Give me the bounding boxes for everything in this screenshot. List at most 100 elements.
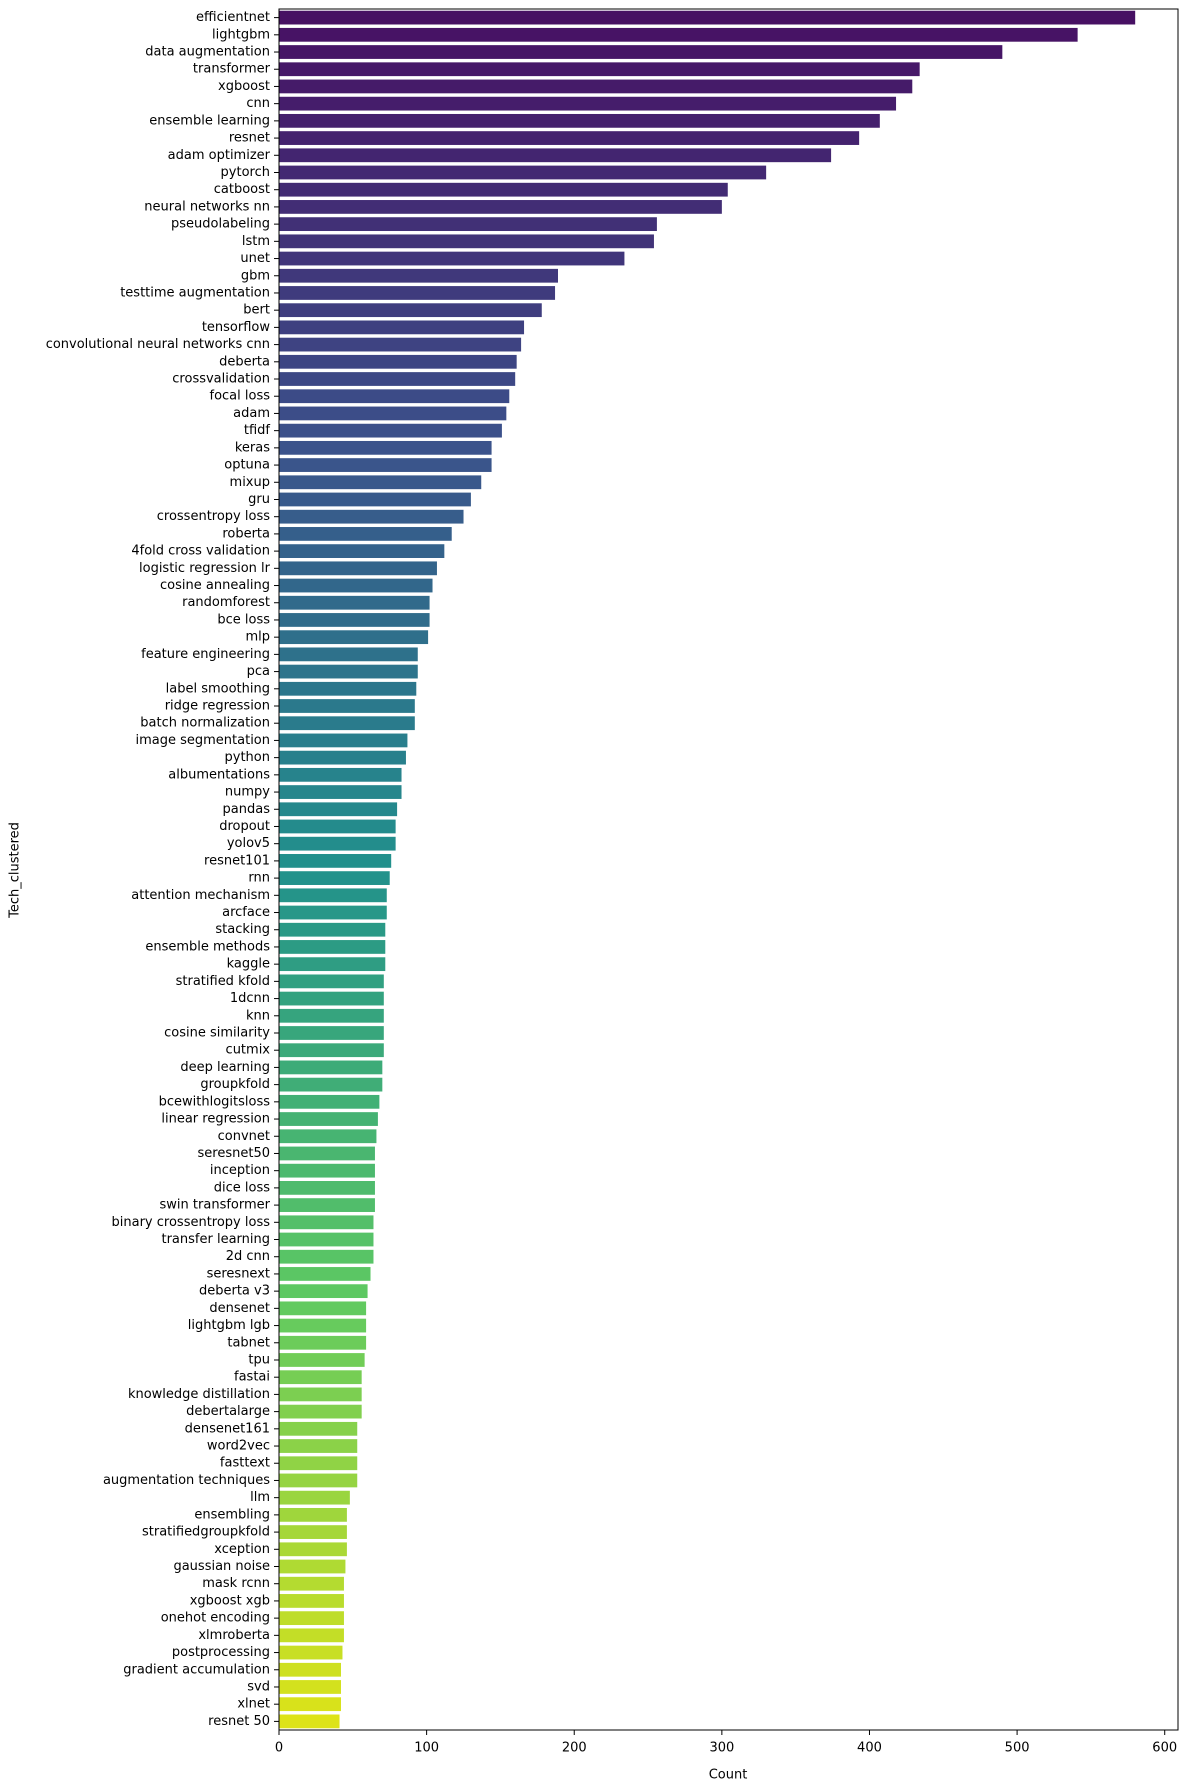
bar <box>279 561 437 576</box>
x-tick-label: 0 <box>275 1741 283 1756</box>
bar <box>279 337 522 352</box>
y-tick-label: albumentations <box>168 767 270 782</box>
y-tick-label: transformer <box>193 62 271 77</box>
bar <box>279 10 1136 25</box>
bar <box>279 957 386 972</box>
y-tick-label: ensemble methods <box>145 939 270 954</box>
y-tick-label: catboost <box>214 182 270 197</box>
bar <box>279 922 386 937</box>
bar <box>279 699 415 713</box>
y-tick-label: fastai <box>234 1370 270 1385</box>
bar <box>279 819 396 834</box>
bar <box>279 836 396 851</box>
bar <box>279 1525 347 1539</box>
bar <box>279 45 1003 59</box>
y-tick-label: swin transformer <box>160 1198 271 1213</box>
bar <box>279 1077 383 1092</box>
y-tick-label: cosine similarity <box>164 1025 270 1040</box>
bar <box>279 1215 374 1230</box>
y-tick-label: bert <box>243 303 270 318</box>
bar <box>279 286 556 300</box>
bar <box>279 1387 362 1402</box>
bar <box>279 1542 347 1557</box>
y-tick-label: label smoothing <box>166 681 270 696</box>
bar <box>279 1129 377 1144</box>
bar <box>279 1439 358 1453</box>
x-tick-label: 600 <box>1152 1741 1177 1756</box>
bar <box>279 182 728 197</box>
bar <box>279 1249 374 1264</box>
y-tick-label: dropout <box>219 819 270 834</box>
bar <box>279 716 415 731</box>
bar <box>279 1043 384 1058</box>
y-tick-label: augmentation techniques <box>103 1473 270 1488</box>
bar <box>279 148 832 163</box>
bar <box>279 1576 344 1591</box>
y-tick-label: svd <box>247 1679 270 1694</box>
y-tick-label: dice loss <box>214 1180 270 1195</box>
y-tick-label: randomforest <box>182 595 270 610</box>
bar <box>279 1284 368 1299</box>
y-tick-label: linear regression <box>161 1112 270 1127</box>
bar <box>279 113 880 128</box>
bar <box>279 268 558 283</box>
y-tick-label: knn <box>246 1008 270 1023</box>
bar <box>279 1301 367 1316</box>
y-tick-label: deep learning <box>180 1060 270 1075</box>
y-tick-label: tpu <box>248 1352 270 1367</box>
bar <box>279 1026 384 1040</box>
y-tick-label: 2d cnn <box>226 1249 270 1264</box>
y-tick-label: pseudolabeling <box>171 217 270 232</box>
bar <box>279 527 452 541</box>
bar <box>279 1267 371 1281</box>
x-axis-label: Count <box>709 1768 748 1783</box>
y-tick-label: convolutional neural networks cnn <box>46 337 270 352</box>
y-tick-label: pca <box>247 664 270 679</box>
y-tick-label: gbm <box>241 268 270 283</box>
y-tick-label: pandas <box>223 802 271 817</box>
y-tick-label: testtime augmentation <box>120 285 270 300</box>
y-tick-label: cnn <box>246 96 270 111</box>
bar <box>279 406 507 421</box>
y-tick-label: kaggle <box>227 957 270 972</box>
bar <box>279 802 398 817</box>
bar <box>279 1094 380 1109</box>
bar <box>279 664 418 679</box>
y-tick-label: gradient accumulation <box>123 1662 270 1677</box>
y-tick-label: feature engineering <box>141 647 270 662</box>
bar <box>279 1680 341 1694</box>
y-tick-label: 1dcnn <box>230 991 270 1006</box>
y-tick-label: adam <box>233 406 270 421</box>
y-tick-label: xception <box>214 1542 270 1557</box>
bar <box>279 1112 378 1126</box>
bar <box>279 96 897 111</box>
y-tick-label: cosine annealing <box>160 578 270 593</box>
bar <box>279 544 445 558</box>
y-tick-label: densenet <box>209 1301 270 1316</box>
y-tick-label: word2vec <box>207 1439 270 1454</box>
y-tick-label: mask rcnn <box>202 1576 270 1591</box>
y-tick-label: tfidf <box>244 423 271 438</box>
y-tick-label: yolov5 <box>227 836 270 851</box>
y-tick-label: numpy <box>225 785 270 800</box>
y-tick-label: stacking <box>215 922 270 937</box>
x-tick-label: 300 <box>709 1741 734 1756</box>
bar <box>279 854 392 868</box>
y-tick-label: attention mechanism <box>131 888 270 903</box>
y-tick-label: convnet <box>218 1129 270 1144</box>
bar <box>279 613 430 627</box>
y-tick-label: binary crossentropy loss <box>112 1215 271 1230</box>
y-tick-label: bcewithlogitsloss <box>159 1094 271 1109</box>
y-tick-label: mixup <box>230 475 270 490</box>
bar <box>279 1594 344 1608</box>
bar <box>279 1404 362 1419</box>
y-tick-label: xlmroberta <box>198 1628 270 1643</box>
bar <box>279 217 657 232</box>
y-tick-label: gaussian noise <box>173 1559 270 1574</box>
bar <box>279 871 390 885</box>
y-tick-label: deberta <box>219 354 270 369</box>
y-tick-label: seresnet50 <box>198 1146 270 1161</box>
bar <box>279 1490 350 1505</box>
bar <box>279 681 417 696</box>
